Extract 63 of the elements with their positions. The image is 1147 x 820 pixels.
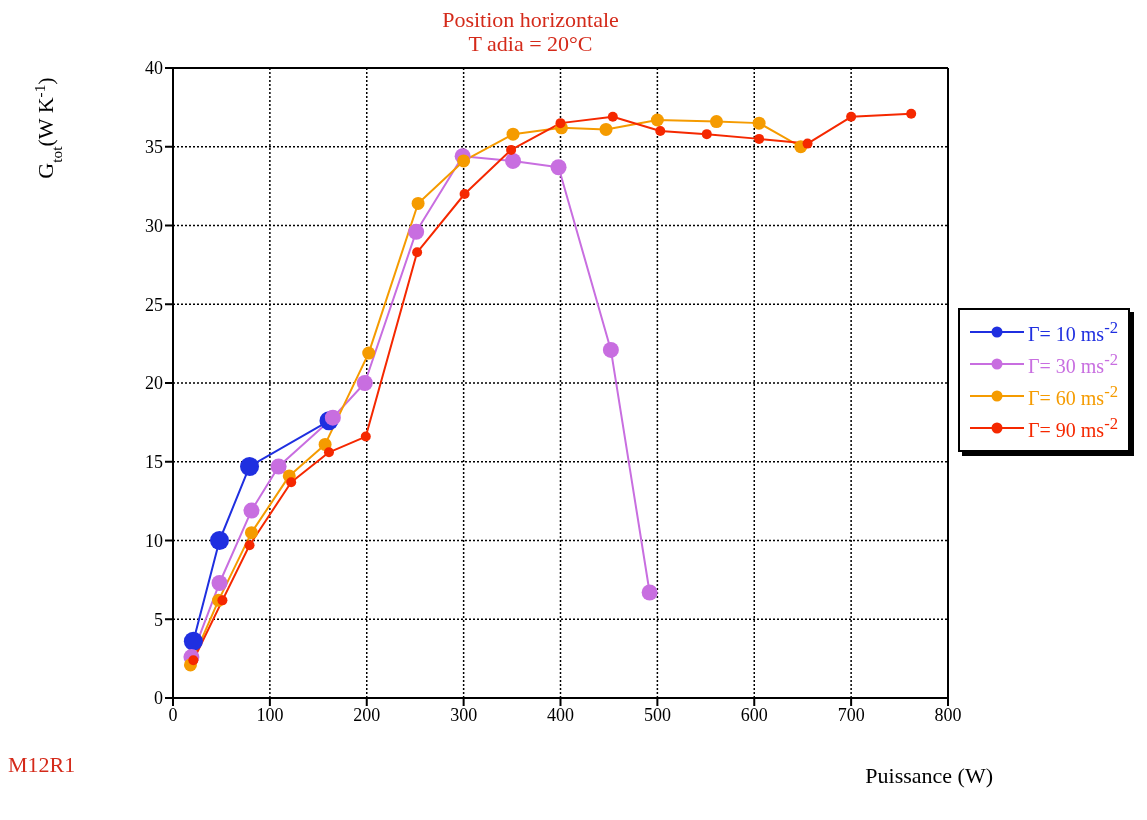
- y-tick-label: 35: [145, 137, 163, 158]
- point: [607, 111, 618, 122]
- point: [709, 115, 723, 129]
- point: [602, 341, 619, 358]
- x-tick-label: 500: [643, 704, 671, 725]
- point: [244, 540, 255, 551]
- point: [210, 531, 229, 550]
- x-tick-label: 0: [168, 704, 178, 725]
- y-tick-label: 15: [145, 452, 163, 473]
- legend-label: Γ= 60 ms$^{-2}$: [1027, 382, 1118, 410]
- x-tick-label: 600: [740, 704, 768, 725]
- point: [506, 127, 520, 141]
- point: [183, 631, 203, 651]
- legend-label: Γ= 30 ms$^{-2}$: [1027, 350, 1118, 378]
- point: [270, 458, 287, 475]
- point: [846, 111, 857, 122]
- text: M12R1: [8, 752, 76, 778]
- point: [243, 502, 260, 519]
- legend-label: Γ= 10 ms$^{-2}$: [1027, 318, 1118, 346]
- point: [906, 108, 917, 119]
- point: [506, 144, 517, 155]
- x-tick-label: 400: [547, 704, 574, 725]
- y-tick-label: 5: [154, 609, 163, 630]
- point: [244, 526, 258, 540]
- point: [754, 133, 765, 144]
- legend-label: Γ= 90 ms$^{-2}$: [1027, 414, 1118, 442]
- point: [286, 477, 297, 488]
- chart-title: Position horizontale T adia = 20°C: [441, 7, 620, 56]
- point: [211, 575, 228, 592]
- point: [217, 595, 228, 606]
- x-tick-label: 800: [934, 704, 962, 725]
- point: [650, 113, 664, 127]
- point: [360, 431, 371, 442]
- point: [356, 375, 373, 391]
- x-tick-label: 100: [256, 704, 284, 725]
- point: [459, 189, 470, 199]
- y-tick-label: 10: [145, 530, 163, 551]
- point: [408, 223, 425, 240]
- point: [752, 116, 766, 130]
- point: [505, 152, 522, 169]
- point: [362, 346, 376, 360]
- y-tick-label: 25: [145, 294, 163, 315]
- point: [802, 138, 813, 149]
- y-tick-label: 0: [154, 688, 163, 709]
- point: [411, 196, 425, 210]
- point: [599, 122, 613, 136]
- point: [412, 247, 423, 258]
- y-tick-label: 40: [145, 58, 163, 79]
- x-axis-title: Puissance (W): [865, 763, 993, 788]
- y-tick-label: 30: [145, 215, 163, 236]
- x-tick-label: 200: [353, 704, 381, 725]
- x-tick-label: 300: [450, 704, 478, 725]
- point: [550, 159, 567, 176]
- point: [555, 118, 566, 129]
- point: [457, 154, 471, 168]
- point: [701, 129, 712, 140]
- y-tick-label: 20: [145, 373, 163, 394]
- point: [324, 409, 341, 426]
- x-tick-label: 700: [837, 704, 865, 725]
- point: [240, 456, 260, 476]
- point: [655, 126, 666, 136]
- point: [323, 447, 334, 458]
- point: [641, 584, 658, 601]
